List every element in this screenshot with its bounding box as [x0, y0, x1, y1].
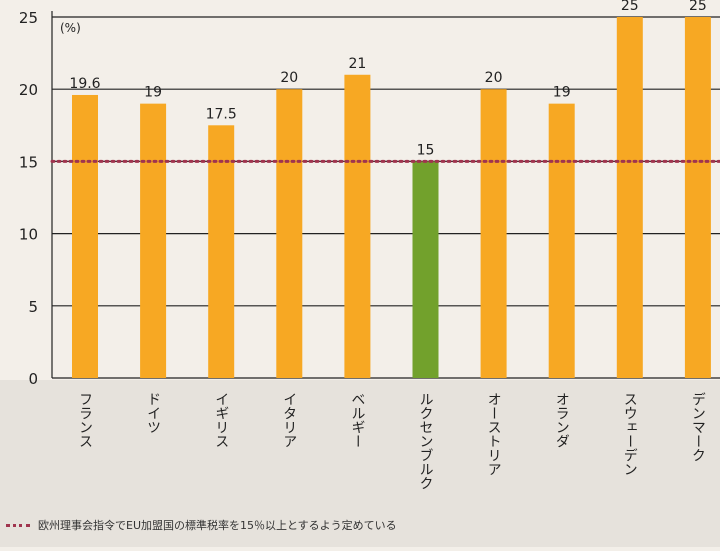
bar	[208, 125, 235, 378]
bar	[684, 17, 711, 378]
bar-value-label: 19.6	[69, 76, 100, 92]
category-label: デンマーク	[690, 392, 706, 462]
y-tick-label: 25	[19, 9, 38, 27]
bar	[276, 89, 303, 378]
reference-line-legend-label: 欧州理事会指令でEU加盟国の標準税率を15％以上とするよう定めている	[38, 519, 397, 532]
y-unit-label: (%)	[60, 21, 81, 35]
bar-value-label: 25	[621, 0, 639, 14]
bar	[72, 94, 98, 378]
bar-value-label: 15	[417, 142, 435, 158]
bar-value-label: 17.5	[206, 106, 237, 122]
bar-value-label: 19	[144, 85, 162, 101]
y-tick-label: 0	[28, 370, 38, 388]
bar-value-label: 21	[348, 56, 366, 72]
category-label: イギリス	[213, 392, 229, 448]
category-label: フランス	[77, 392, 93, 448]
bar	[616, 17, 643, 378]
category-label: ベルギー	[349, 392, 365, 448]
y-tick-label: 10	[19, 226, 38, 244]
bar-value-label: 25	[689, 0, 707, 14]
category-label-area	[0, 380, 720, 547]
category-label: オーストリア	[486, 392, 502, 476]
bar	[412, 161, 439, 378]
bar-value-label: 19	[553, 85, 571, 101]
category-label: ドイツ	[145, 392, 161, 434]
legend: 欧州理事会指令でEU加盟国の標準税率を15％以上とするよう定めている	[6, 517, 397, 533]
reference-line-legend-swatch	[6, 523, 30, 527]
bar	[480, 89, 507, 378]
bar	[548, 103, 575, 378]
bar-value-label: 20	[485, 70, 503, 86]
y-tick-label: 20	[19, 81, 38, 99]
y-tick-label: 15	[19, 153, 38, 171]
category-label: イタリア	[281, 392, 297, 448]
category-label: オランダ	[554, 392, 570, 448]
category-label: スウェーデン	[622, 392, 638, 476]
bar-value-label: 20	[280, 70, 298, 86]
y-tick-label: 5	[28, 298, 38, 316]
category-label: ルクセンブルク	[418, 392, 434, 490]
bar	[344, 74, 371, 378]
bar	[140, 103, 167, 378]
